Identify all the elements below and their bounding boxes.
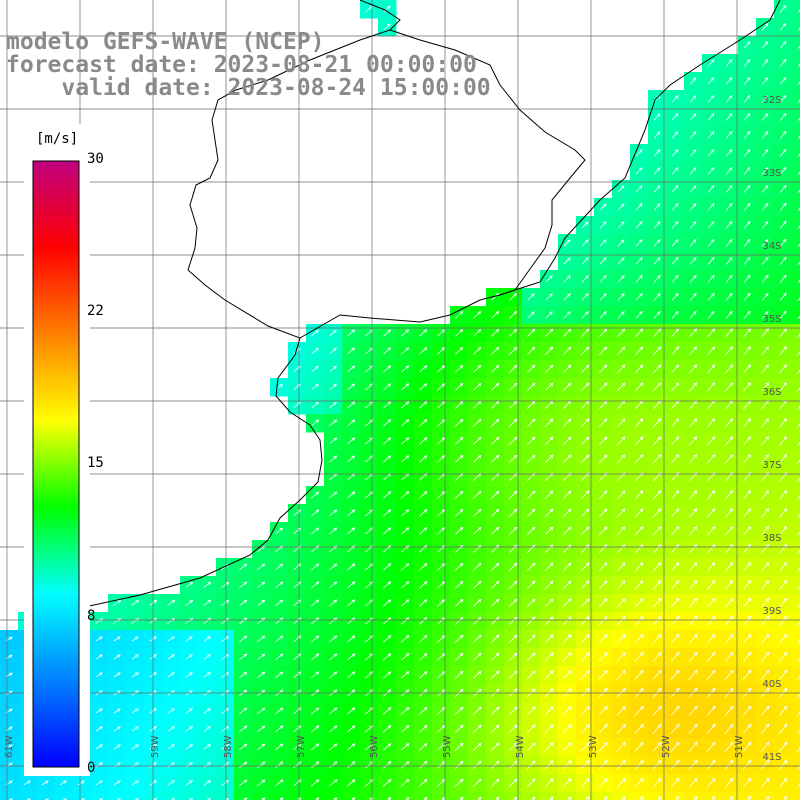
coastline (79, 0, 781, 609)
colorbar-unit: [m/s] (34, 131, 81, 147)
lat-label: 33S (762, 168, 781, 179)
colorbar-tick-0: 0 (87, 760, 96, 776)
lat-label: 41S (762, 752, 781, 763)
lon-label: 56W (369, 735, 380, 758)
lon-label: 54W (515, 735, 526, 758)
lat-label: 32S (762, 95, 781, 106)
lon-label: 55W (442, 735, 453, 758)
lon-label: 58W (223, 735, 234, 758)
lat-label: 38S (762, 533, 781, 544)
lat-label: 37S (762, 460, 781, 471)
lon-label: 61W (4, 735, 15, 758)
colorbar-tick-15: 15 (87, 455, 104, 471)
coordinate-labels: 32S33S34S35S36S37S38S39S40S41S61W60W59W5… (4, 95, 782, 763)
lon-label: 59W (150, 735, 161, 758)
lat-label: 40S (762, 679, 781, 690)
colorbar-tick-30: 30 (87, 151, 104, 167)
lat-label: 36S (762, 387, 781, 398)
colorbar-tick-8: 8 (87, 608, 96, 624)
lat-label: 39S (762, 606, 781, 617)
lon-label: 57W (296, 735, 307, 758)
lon-label: 53W (588, 735, 599, 758)
colorbar-tick-22: 22 (87, 303, 104, 319)
forecast-date: forecast date: 2023-08-21 00:00:00 (6, 52, 477, 78)
wind-arrows (5, 4, 800, 800)
lon-label: 52W (661, 735, 672, 758)
colorbar-ramp (32, 160, 80, 768)
valid-date: valid date: 2023-08-24 15:00:00 (6, 75, 491, 101)
colorbar (24, 124, 90, 776)
lon-label: 51W (734, 735, 745, 758)
lat-label: 34S (762, 241, 781, 252)
lat-label: 35S (762, 314, 781, 325)
model-title: modelo GEFS-WAVE (NCEP) (6, 29, 325, 55)
